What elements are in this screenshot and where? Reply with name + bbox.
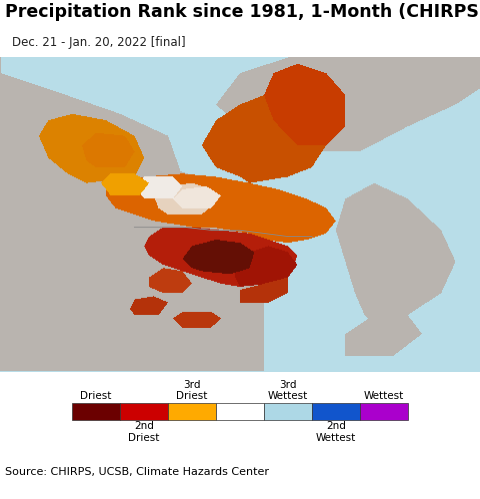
Text: Dec. 21 - Jan. 20, 2022 [final]: Dec. 21 - Jan. 20, 2022 [final]: [12, 35, 186, 48]
Bar: [168, 403, 216, 420]
Bar: [216, 403, 264, 420]
Bar: [312, 403, 360, 420]
Text: Driest: Driest: [80, 391, 112, 401]
Text: 3rd
Driest: 3rd Driest: [176, 380, 208, 401]
Text: 3rd
Wettest: 3rd Wettest: [268, 380, 308, 401]
Bar: [120, 403, 168, 420]
Text: 2nd
Wettest: 2nd Wettest: [316, 421, 356, 443]
Text: Precipitation Rank since 1981, 1-Month (CHIRPS): Precipitation Rank since 1981, 1-Month (…: [5, 3, 480, 21]
Bar: [360, 403, 408, 420]
Text: Wettest: Wettest: [364, 391, 404, 401]
Text: 2nd
Driest: 2nd Driest: [128, 421, 160, 443]
Text: Source: CHIRPS, UCSB, Climate Hazards Center: Source: CHIRPS, UCSB, Climate Hazards Ce…: [5, 467, 269, 477]
Bar: [72, 403, 120, 420]
Bar: [264, 403, 312, 420]
